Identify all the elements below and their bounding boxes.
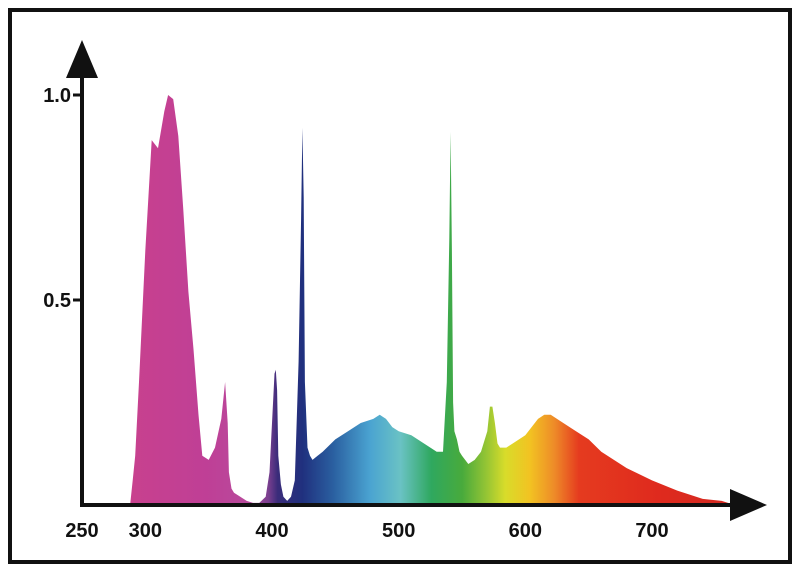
x-tick-label-400: 400 [255,520,288,542]
x-tick-label-300: 300 [129,520,162,542]
x-tick-label-600: 600 [509,520,542,542]
x-axis-arrow-icon [730,489,767,521]
ticks: 250 300 400 500 600 700 0.5 1.0 [43,85,669,542]
axes [66,40,767,521]
x-tick-label-250: 250 [65,520,98,542]
y-tick-label-1.0: 1.0 [43,85,71,107]
spectrum-area-series [130,95,735,505]
y-tick-label-0.5: 0.5 [43,290,71,312]
x-tick-label-500: 500 [382,520,415,542]
x-tick-label-700: 700 [635,520,668,542]
y-axis-arrow-icon [66,40,98,78]
